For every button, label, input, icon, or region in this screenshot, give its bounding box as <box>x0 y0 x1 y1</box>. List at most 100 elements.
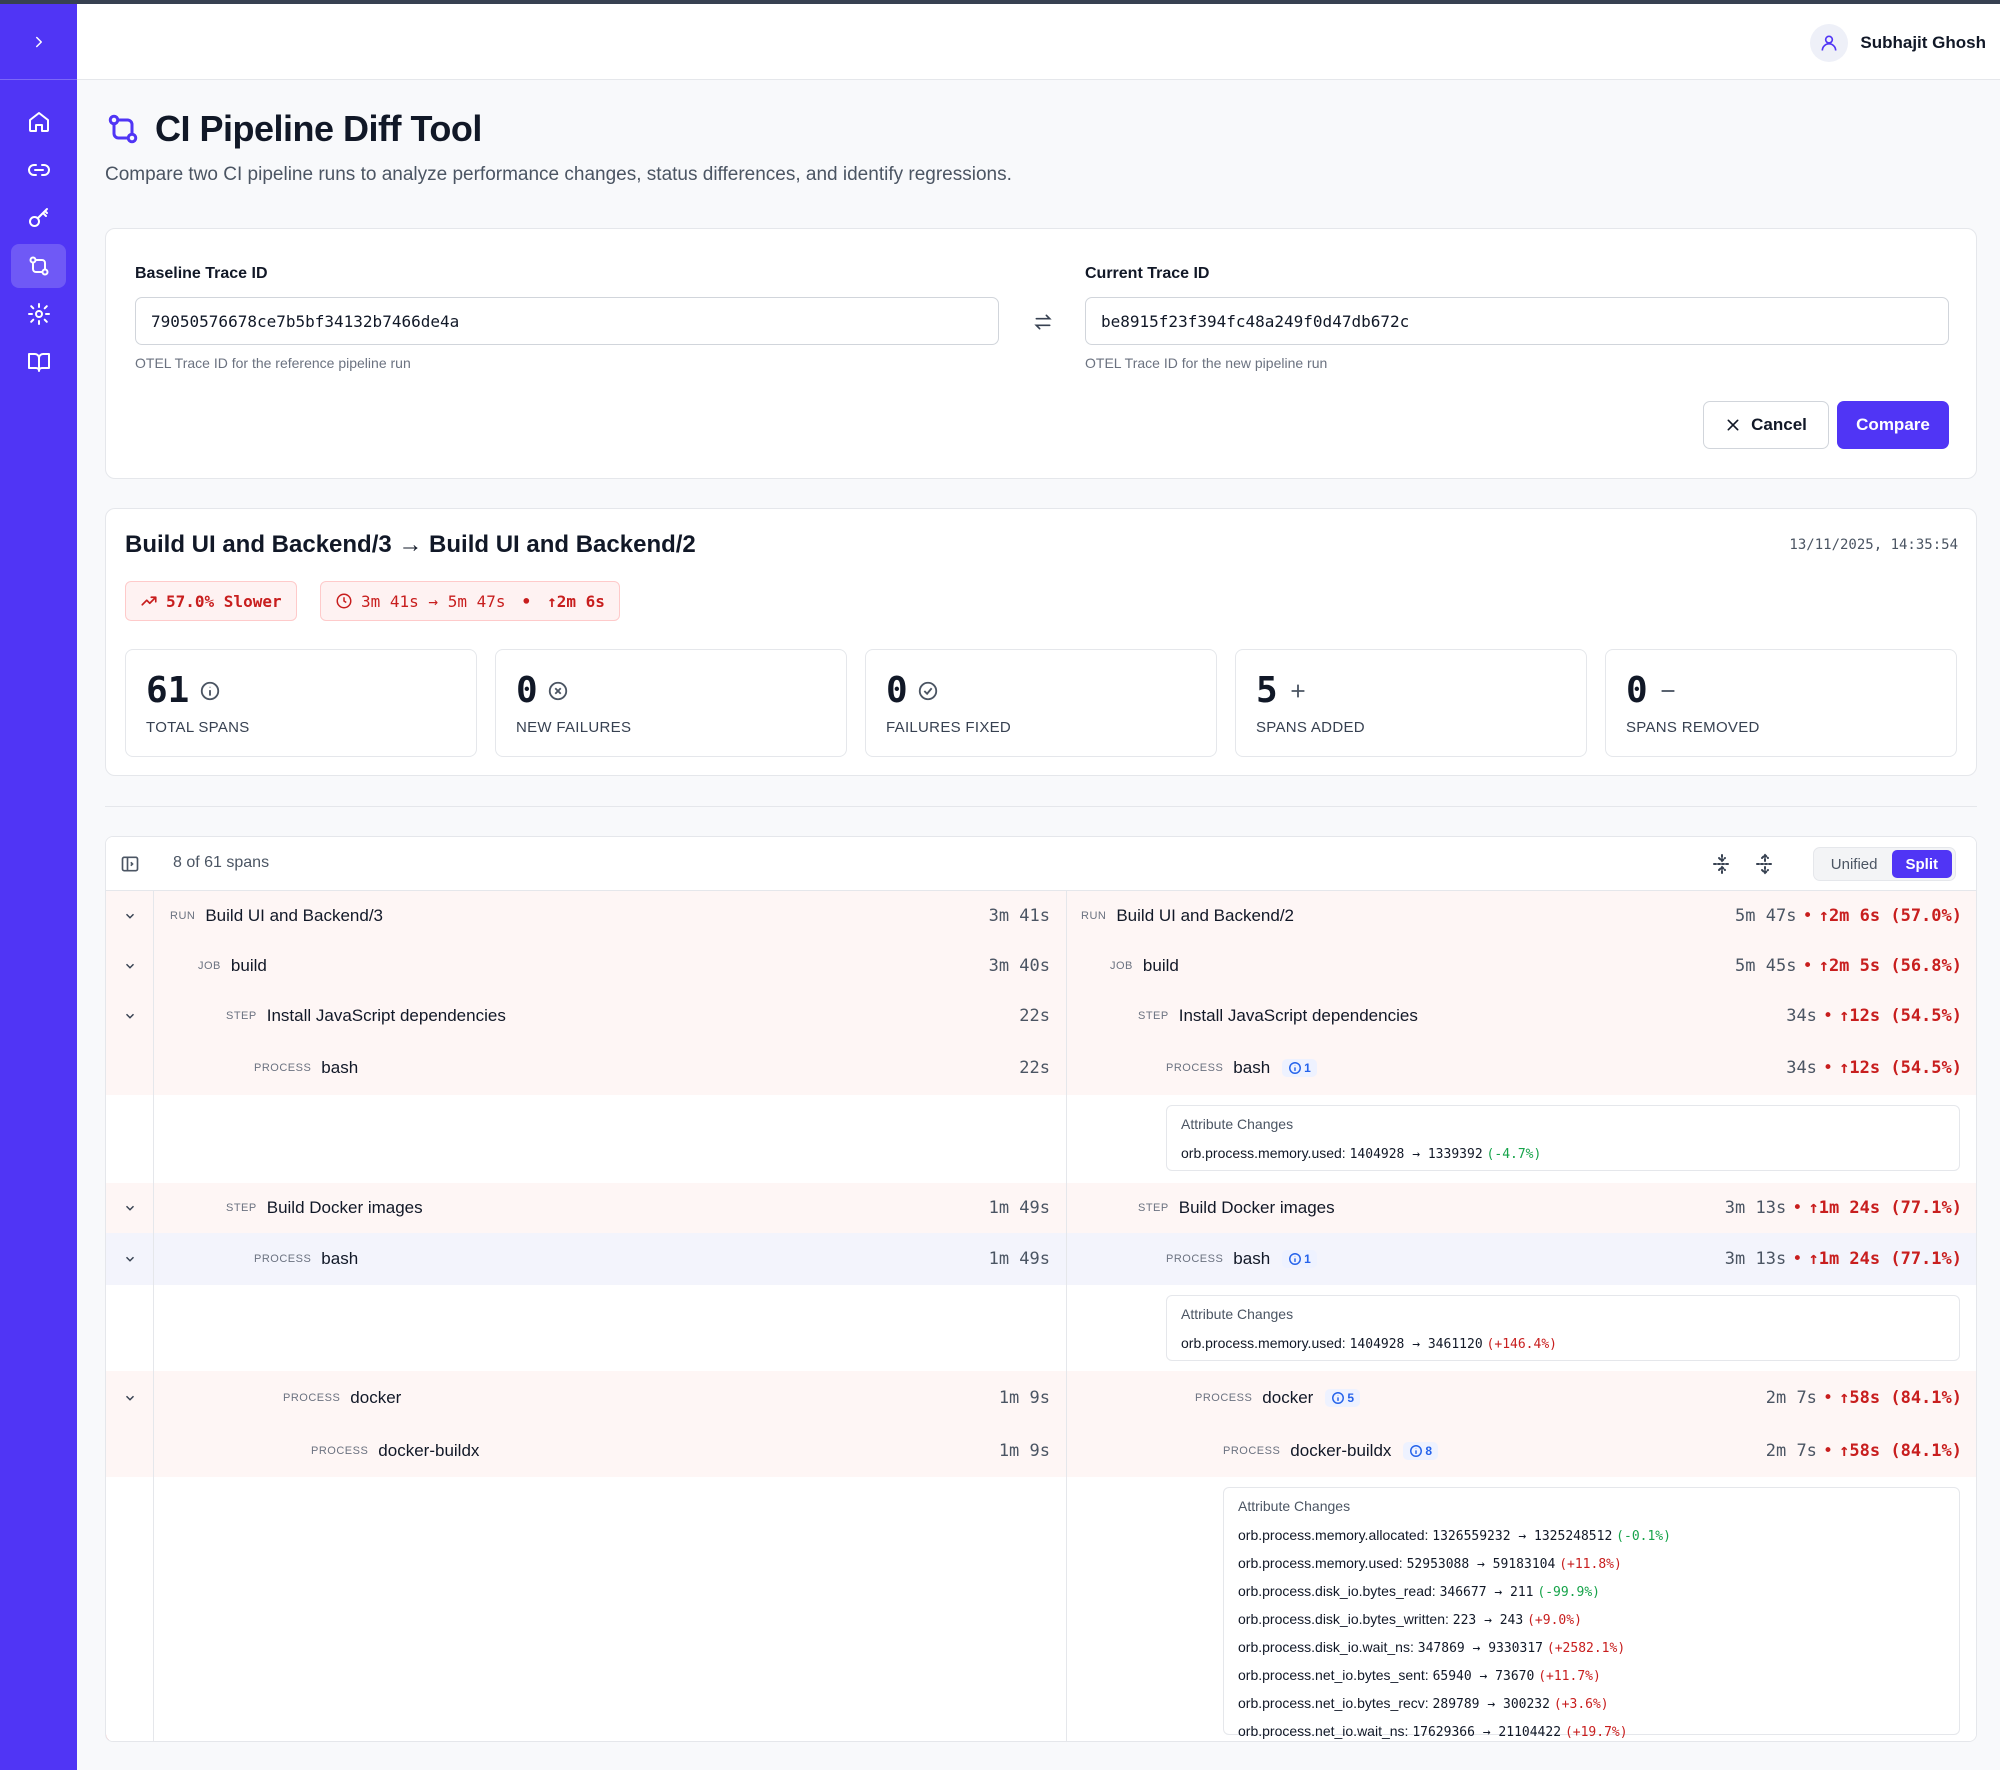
stat-value: 0 <box>516 670 538 711</box>
span-name: docker-buildx <box>1290 1441 1392 1460</box>
stat-label: SPANS REMOVED <box>1626 719 1760 736</box>
compare-button[interactable]: Compare <box>1837 401 1949 449</box>
attribute-change-badge[interactable]: 1 <box>1282 1059 1317 1077</box>
attribute-change-badge[interactable]: 1 <box>1282 1250 1317 1268</box>
row-gutter <box>106 1041 154 1095</box>
diff-row[interactable]: JOB build 3m 40s JOB build 5m 45s • ↑2m 5s… <box>106 941 1976 991</box>
stat-total-spans: 61 TOTAL SPANS <box>125 649 477 757</box>
span-duration: 3m 41s <box>988 906 1050 926</box>
span-name: Build Docker images <box>266 1198 423 1217</box>
right-attributes <box>1066 1285 1976 1371</box>
diff-row[interactable]: STEP Build Docker images 1m 49s STEP Bui… <box>106 1183 1976 1233</box>
row-expand-toggle[interactable] <box>106 941 154 991</box>
sidebar-item-links[interactable] <box>11 148 66 192</box>
span-delta: ↑2m 6s (57.0%) <box>1818 906 1962 926</box>
view-mode-toggle: Unified Split <box>1812 847 1956 881</box>
top-bar: Subhajit Ghosh <box>77 4 2000 80</box>
span-kind: STEP <box>226 1202 257 1214</box>
baseline-trace-input[interactable]: 79050576678ce7b5bf34132b7466de4a <box>135 297 999 345</box>
span-name: bash <box>321 1249 359 1268</box>
sidebar-item-diff[interactable] <box>11 244 66 288</box>
attribute-change: orb.process.net_io.bytes_recv: 289789 → … <box>1238 1695 1609 1712</box>
current-trace-input[interactable]: be8915f23f394fc48a249f0d47db672c <box>1085 297 1949 345</box>
view-unified-button[interactable]: Unified <box>1830 855 1878 873</box>
x-circle-icon <box>548 681 568 701</box>
span-delta: ↑1m 24s (77.1%) <box>1808 1198 1962 1218</box>
duration-delta: ↑2m 6s <box>547 591 605 611</box>
toggle-panel-button[interactable] <box>120 854 140 879</box>
row-expand-toggle[interactable] <box>106 891 154 941</box>
span-duration: 5m 45s <box>1735 956 1797 976</box>
baseline-label: Baseline Trace ID <box>135 265 268 282</box>
span-duration: 5m 47s <box>1735 906 1797 926</box>
stat-label: FAILURES FIXED <box>886 719 1012 736</box>
chevron-right-icon <box>35 36 42 47</box>
row-gutter <box>106 1285 154 1371</box>
sidebar-item-home[interactable] <box>11 100 66 144</box>
avatar <box>1810 24 1849 62</box>
current-help: OTEL Trace ID for the new pipeline run <box>1085 355 1328 371</box>
span-kind: JOB <box>198 960 221 972</box>
chevron-down-icon <box>125 1256 134 1262</box>
left-empty <box>154 1285 1066 1371</box>
stat-failures-fixed: 0 FAILURES FIXED <box>865 649 1217 757</box>
view-split-button[interactable]: Split <box>1891 850 1952 878</box>
sidebar-expand-button[interactable] <box>0 4 77 80</box>
span-duration: 1m 9s <box>998 1388 1050 1408</box>
cancel-button[interactable]: Cancel <box>1703 401 1829 449</box>
user-name: Subhajit Ghosh <box>1860 33 1986 52</box>
span-duration: 22s <box>1019 1058 1050 1078</box>
span-delta: ↑58s (84.1%) <box>1839 1441 1962 1461</box>
left-span: RUN Build UI and Backend/3 3m 41s <box>154 891 1066 941</box>
diff-row[interactable]: PROCESS docker-buildx 1m 9s PROCESS dock… <box>106 1425 1976 1477</box>
attribute-change-badge[interactable]: 8 <box>1403 1442 1439 1460</box>
left-span: STEP Build Docker images 1m 49s <box>154 1183 1066 1233</box>
attribute-change: orb.process.memory.used: 1404928 → 13393… <box>1181 1145 1542 1162</box>
row-expand-toggle[interactable] <box>106 1371 154 1425</box>
expand-all-button[interactable] <box>1753 852 1777 881</box>
expand-icon <box>1756 853 1774 875</box>
user-menu[interactable]: Subhajit Ghosh <box>1810 24 1986 62</box>
minus-icon <box>1661 690 1675 692</box>
span-count: 8 of 61 spans <box>173 854 270 871</box>
diff-row-selected[interactable]: PROCESS bash 1m 49s PROCESS bash 1 3m 13… <box>106 1233 1976 1285</box>
attribute-changes-panel: Attribute Changes orb.process.memory.use… <box>1166 1295 1960 1361</box>
trace-form: Baseline Trace ID 79050576678ce7b5bf3413… <box>105 228 1977 479</box>
attribute-changes-panel: Attribute Changes orb.process.memory.use… <box>1166 1105 1960 1171</box>
clock-icon <box>336 593 352 609</box>
diff-row[interactable]: STEP Install JavaScript dependencies 22s… <box>106 991 1976 1041</box>
diff-toolbar: 8 of 61 spans Unified Split <box>106 837 1976 891</box>
span-duration: 22s <box>1019 1006 1050 1026</box>
attribute-change-badge[interactable]: 5 <box>1325 1389 1361 1407</box>
swap-button[interactable] <box>1030 309 1056 335</box>
attribute-change-count: 8 <box>1425 1444 1433 1458</box>
span-name: docker-buildx <box>378 1441 480 1460</box>
row-expand-toggle[interactable] <box>106 991 154 1041</box>
left-empty <box>154 1477 1066 1741</box>
plus-icon <box>1291 684 1305 698</box>
span-name: bash <box>321 1058 359 1077</box>
page-header: CI Pipeline Diff Tool <box>105 108 482 150</box>
attribute-change: orb.process.disk_io.wait_ns: 347869 → 93… <box>1238 1639 1626 1656</box>
row-expand-toggle[interactable] <box>106 1233 154 1285</box>
row-expand-toggle[interactable] <box>106 1183 154 1233</box>
sidebar-item-settings[interactable] <box>11 292 66 336</box>
close-icon <box>1727 419 1739 431</box>
home-icon <box>28 112 49 132</box>
diff-row[interactable]: PROCESS bash 22s PROCESS bash 1 34s • ↑12s… <box>106 1041 1976 1095</box>
trending-up-icon <box>141 596 157 606</box>
diff-row[interactable]: PROCESS docker 1m 9s PROCESS docker 5 2m… <box>106 1371 1976 1425</box>
attribute-change: orb.process.net_io.wait_ns: 17629366 → 2… <box>1238 1723 1628 1740</box>
attribute-change: orb.process.net_io.bytes_sent: 65940 → 7… <box>1238 1667 1601 1684</box>
stat-label: TOTAL SPANS <box>146 719 250 736</box>
span-name: Install JavaScript dependencies <box>1178 1006 1418 1025</box>
diff-row[interactable]: RUN Build UI and Backend/3 3m 41s RUN Bu… <box>106 891 1976 941</box>
collapse-all-button[interactable] <box>1710 852 1734 881</box>
attribute-row: Attribute Changes orb.process.memory.use… <box>106 1095 1976 1183</box>
sidebar-item-docs[interactable] <box>11 340 66 384</box>
link-icon <box>27 164 50 176</box>
span-duration: 34s <box>1786 1058 1817 1078</box>
window-top-border <box>0 0 2000 4</box>
stat-value: 0 <box>1626 670 1648 711</box>
sidebar-item-keys[interactable] <box>11 196 66 240</box>
